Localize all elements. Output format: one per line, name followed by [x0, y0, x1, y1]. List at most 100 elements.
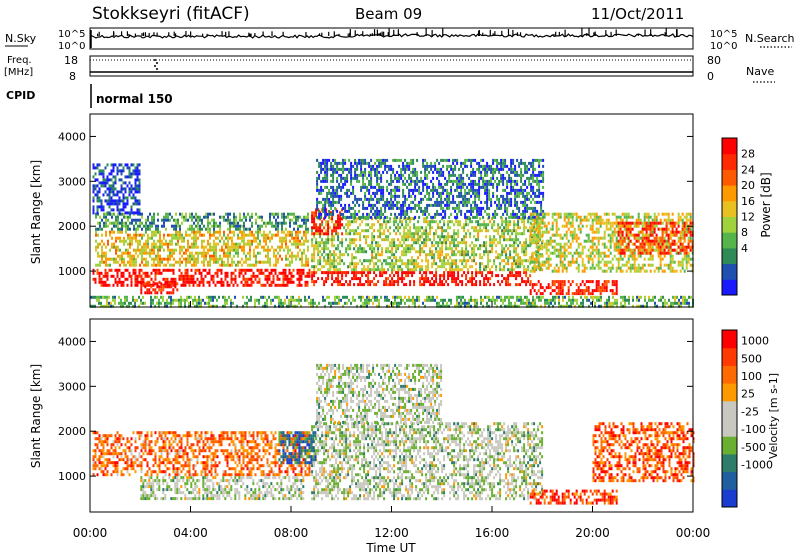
- heatmap-cell: [447, 223, 450, 227]
- heatmap-cell: [436, 209, 439, 213]
- heatmap-cell: [486, 191, 489, 195]
- heatmap-cell: [221, 260, 223, 264]
- heatmap-cell: [149, 248, 151, 252]
- heatmap-cell: [108, 190, 111, 194]
- heatmap-cell: [207, 242, 209, 246]
- heatmap-cell: [256, 274, 259, 278]
- heatmap-cell: [475, 271, 478, 275]
- heatmap-cell: [116, 202, 119, 206]
- heatmap-cell: [479, 223, 482, 227]
- heatmap-cell: [467, 259, 470, 263]
- heatmap-cell: [516, 200, 519, 204]
- heatmap-cell: [462, 185, 465, 189]
- heatmap-cell: [120, 169, 123, 173]
- heatmap-cell: [490, 164, 493, 168]
- heatmap-cell: [387, 229, 390, 233]
- heatmap-cell: [106, 271, 109, 275]
- heatmap-cell: [299, 257, 301, 261]
- heatmap-cell: [305, 215, 307, 219]
- heatmap-cell: [460, 200, 463, 204]
- heatmap-cell: [516, 194, 519, 198]
- heatmap-cell: [393, 244, 396, 248]
- heatmap-cell: [383, 283, 386, 287]
- heatmap-cell: [136, 283, 139, 287]
- heatmap-cell: [385, 238, 388, 242]
- heatmap-cell: [227, 221, 229, 225]
- heatmap-cell: [112, 274, 115, 278]
- heatmap-cell: [452, 206, 455, 210]
- heatmap-cell: [153, 257, 155, 261]
- heatmap-cell: [481, 244, 484, 248]
- heatmap-cell: [403, 253, 406, 257]
- heatmap-cell: [510, 191, 513, 195]
- heatmap-cell: [581, 224, 584, 228]
- heatmap-cell: [431, 283, 434, 287]
- heatmap-cell: [323, 250, 326, 254]
- heatmap-cell: [491, 247, 494, 251]
- heatmap-cell: [534, 200, 537, 204]
- heatmap-cell: [256, 268, 259, 272]
- heatmap-cell: [402, 161, 405, 165]
- heatmap-cell: [252, 274, 255, 278]
- heatmap-cell: [337, 244, 340, 248]
- heatmap-cell: [530, 173, 533, 177]
- heatmap-cell: [331, 274, 334, 278]
- heatmap-cell: [420, 170, 423, 174]
- heatmap-cell: [352, 191, 355, 195]
- heatmap-cell: [379, 259, 382, 263]
- heatmap-cell: [231, 257, 233, 261]
- heatmap-cell: [335, 232, 338, 236]
- heatmap-cell: [130, 175, 133, 179]
- heatmap-cell: [345, 274, 348, 278]
- heatmap-cell: [507, 283, 510, 287]
- heatmap-cell: [286, 274, 289, 278]
- heatmap-cell: [513, 220, 516, 224]
- heatmap-cell: [525, 250, 528, 254]
- heatmap-cell: [384, 206, 387, 210]
- heatmap-cell: [301, 236, 303, 240]
- heatmap-cell: [487, 253, 490, 257]
- heatmap-cell: [260, 271, 263, 275]
- heatmap-cell: [376, 179, 379, 183]
- heatmap-cell: [119, 257, 121, 261]
- heatmap-cell: [452, 170, 455, 174]
- heatmap-cell: [364, 182, 367, 186]
- heatmap-cell: [337, 268, 340, 272]
- heatmap-cell: [398, 200, 401, 204]
- heatmap-cell: [368, 164, 371, 168]
- heatmap-cell: [424, 212, 427, 216]
- heatmap-cell: [168, 285, 171, 289]
- heatmap-cell: [471, 247, 474, 251]
- heatmap-cell: [507, 223, 510, 227]
- heatmap-cell: [163, 218, 165, 222]
- heatmap-cell: [518, 209, 521, 213]
- heatmap-cell: [235, 221, 237, 225]
- heatmap-cell: [538, 191, 541, 195]
- heatmap-cell: [535, 236, 538, 240]
- heatmap-cell: [113, 230, 115, 234]
- heatmap-cell: [533, 257, 536, 261]
- heatmap-cell: [123, 251, 125, 255]
- heatmap-cell: [213, 245, 215, 249]
- heatmap-cell: [123, 242, 125, 246]
- heatmap-cell: [381, 223, 384, 227]
- heatmap-cell: [347, 265, 350, 269]
- heatmap-cell: [456, 188, 459, 192]
- heatmap-cell: [257, 224, 259, 228]
- heatmap-cell: [522, 200, 525, 204]
- heatmap-cell: [169, 218, 171, 222]
- heatmap-cell: [209, 242, 211, 246]
- heatmap-cell: [450, 179, 453, 183]
- heatmap-cell: [411, 256, 414, 260]
- heatmap-cell: [231, 260, 233, 264]
- heatmap-cell: [422, 164, 425, 168]
- heatmap-cell: [279, 236, 281, 240]
- heatmap-cell: [364, 215, 367, 219]
- heatmap-cell: [122, 271, 125, 275]
- heatmap-cell: [447, 271, 450, 275]
- heatmap-cell: [147, 245, 149, 249]
- heatmap-cell: [423, 283, 426, 287]
- heatmap-cell: [121, 254, 123, 258]
- heatmap-cell: [327, 223, 330, 227]
- heatmap-cell: [536, 176, 539, 180]
